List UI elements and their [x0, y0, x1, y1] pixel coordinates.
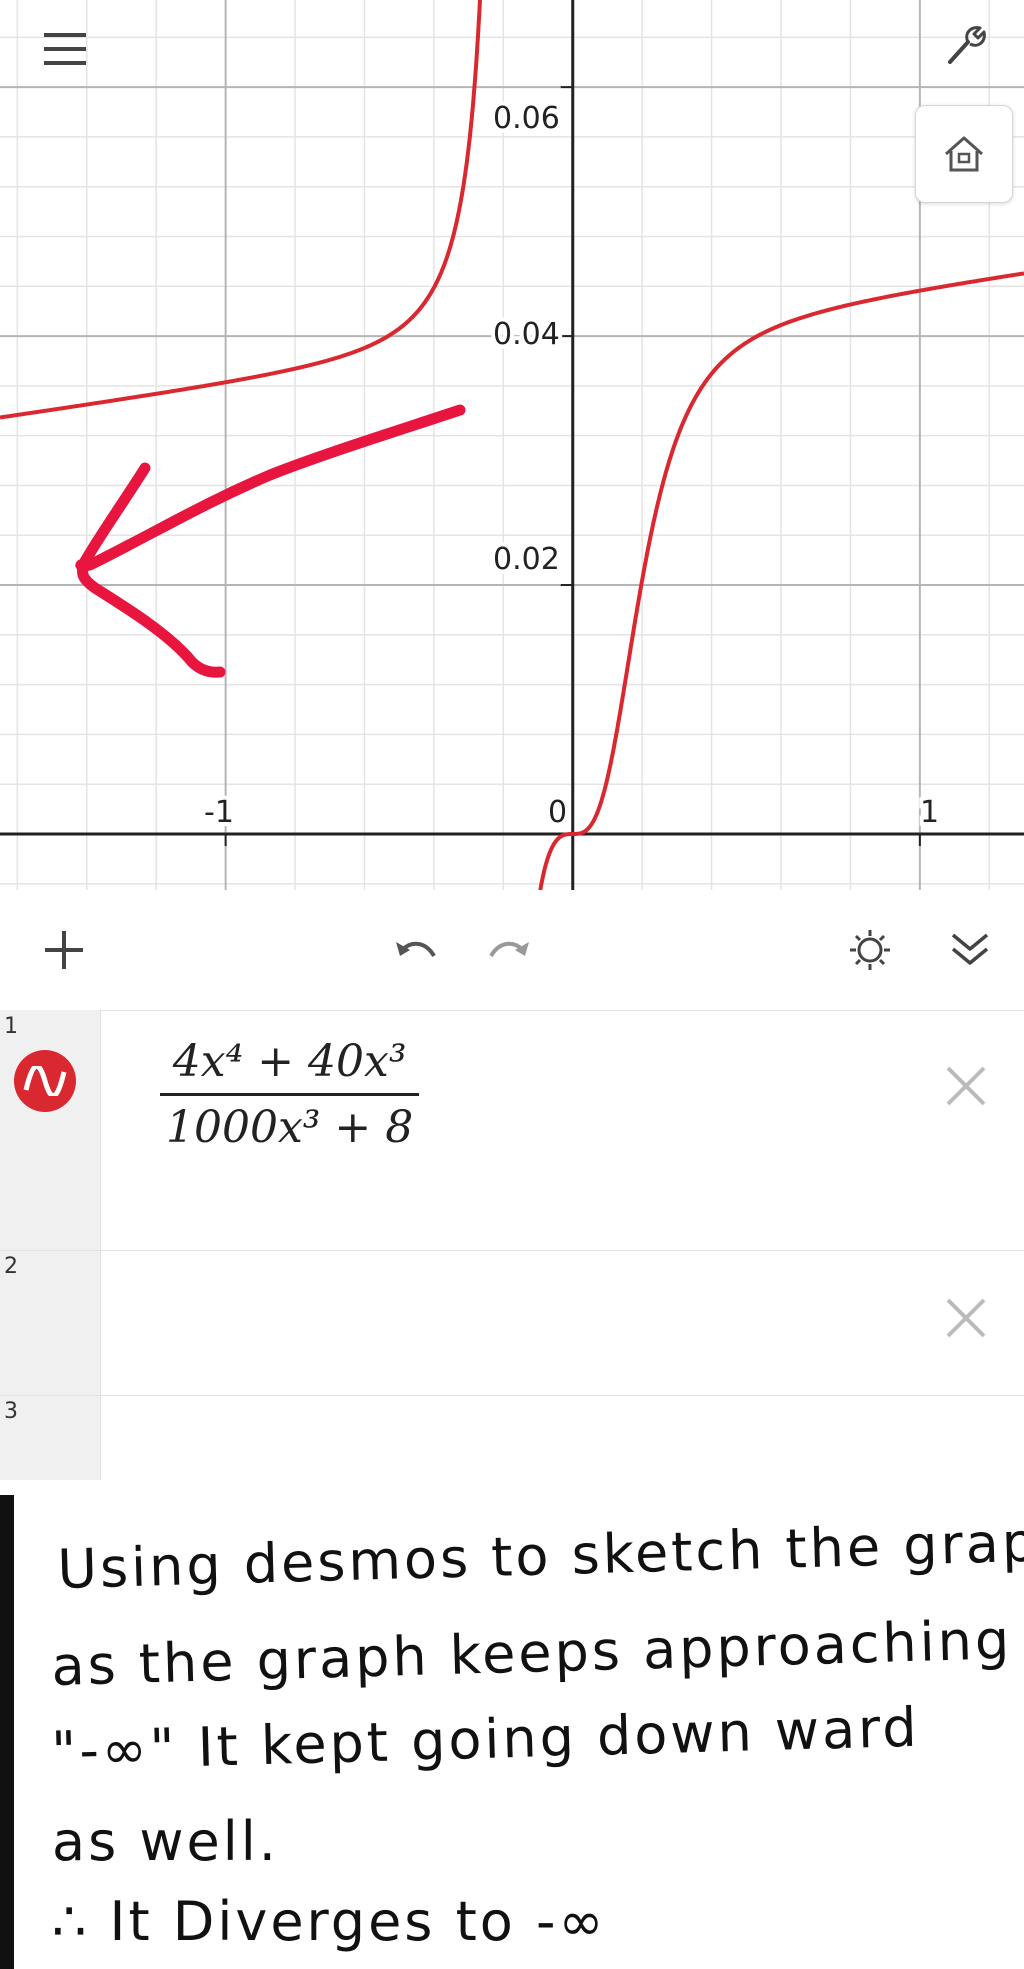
note-line: as the graph keeps approaching left: [51, 1605, 1024, 1698]
x-axis-tick-labels: -1 0 1: [200, 791, 943, 834]
expression-toolbar: [0, 890, 1024, 1011]
y-tick-label: 0.02: [493, 542, 560, 577]
expression-row[interactable]: 3: [0, 1395, 1024, 1480]
axes: [0, 0, 1024, 890]
plus-icon[interactable]: [34, 920, 94, 980]
x-tick-label: 1: [920, 795, 939, 830]
function-curve[interactable]: [0, 0, 1024, 890]
double-chevron-down-icon[interactable]: [940, 920, 1000, 980]
expression-number: 3: [4, 1399, 18, 1424]
hamburger-menu-icon[interactable]: [30, 14, 100, 84]
formula-denominator: 1000x³ + 8: [166, 1102, 414, 1153]
gear-icon[interactable]: [840, 920, 900, 980]
note-line: ∴ It Diverges to -∞: [52, 1890, 606, 1953]
expression-row[interactable]: 2: [0, 1250, 1024, 1396]
expression-number: 2: [4, 1254, 18, 1279]
redo-icon[interactable]: [480, 920, 540, 980]
x-tick-label: -1: [204, 795, 234, 830]
curve-color-icon[interactable]: [14, 1050, 76, 1112]
note-line: as well.: [52, 1810, 279, 1873]
y-tick-label: 0.04: [493, 317, 560, 352]
note-border: [0, 1495, 14, 1969]
graph-canvas[interactable]: 0.06 0.04 0.02 -1 0 1: [0, 0, 1024, 890]
undo-icon[interactable]: [385, 920, 445, 980]
expression-list: 1 4x⁴ + 40x³ 1000x³ + 8 2 3: [0, 1010, 1024, 1480]
expression-formula[interactable]: 4x⁴ + 40x³ 1000x³ + 8: [160, 1036, 420, 1153]
expression-number: 1: [4, 1014, 18, 1039]
formula-numerator: 4x⁴ + 40x³: [160, 1036, 420, 1096]
x-tick-label: 0: [548, 795, 567, 830]
home-icon[interactable]: [915, 105, 1013, 203]
note-line: Using desmos to sketch the graph: [57, 1510, 1024, 1601]
expression-row[interactable]: 1 4x⁴ + 40x³ 1000x³ + 8: [0, 1010, 1024, 1251]
y-tick-label: 0.06: [493, 101, 560, 136]
delete-expression-icon[interactable]: [938, 1290, 994, 1346]
wrench-icon[interactable]: [930, 10, 1000, 80]
note-line: "-∞" It kept going down ward: [51, 1696, 921, 1783]
handwritten-note: Using desmos to sketch the graph as the …: [0, 1480, 1024, 1969]
annotation-arrow: [75, 404, 466, 678]
y-axis-tick-labels: 0.06 0.04 0.02: [489, 97, 564, 581]
delete-expression-icon[interactable]: [938, 1058, 994, 1114]
